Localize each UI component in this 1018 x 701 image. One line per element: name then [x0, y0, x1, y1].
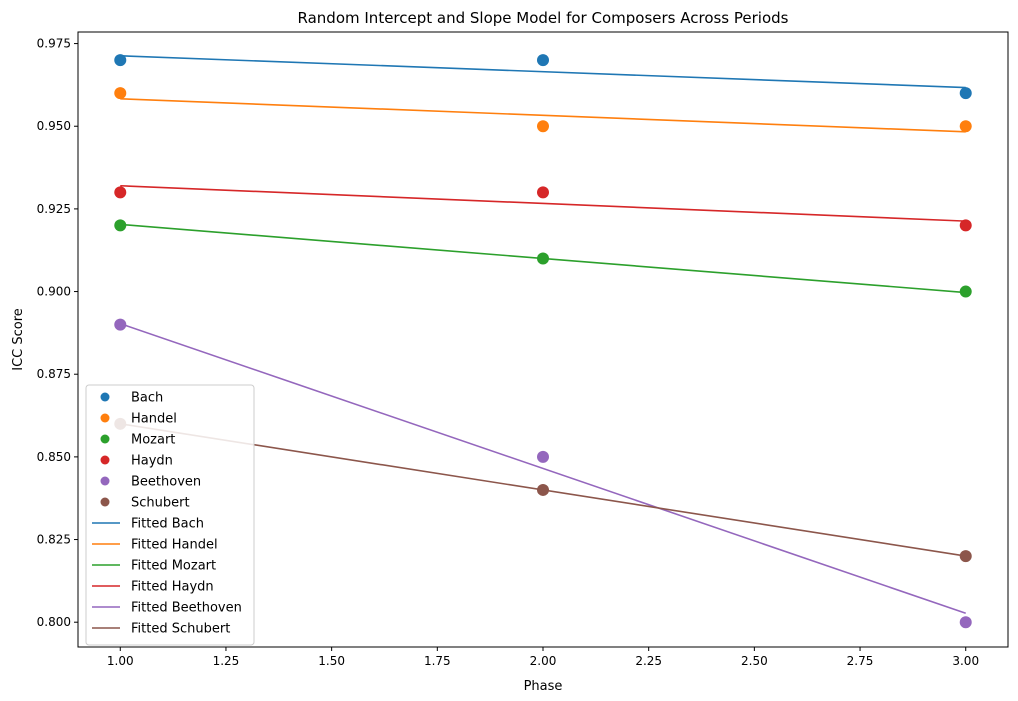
legend-label: Haydn	[131, 454, 173, 469]
fitted-line-bach	[120, 55, 966, 89]
legend: Bach Handel Mozart Haydn Beethoven Schubert Fi…	[85, 384, 255, 646]
plot-area	[77, 31, 1009, 648]
legend-marker-haydn	[100, 455, 110, 465]
data-point-beethoven	[537, 450, 549, 463]
y-tick-label: 0.925	[37, 202, 71, 216]
y-tick-label: 0.800	[37, 615, 71, 629]
data-point-handel	[537, 120, 549, 133]
legend-box	[85, 384, 255, 646]
legend-label: Schubert	[131, 496, 190, 511]
y-tick-label: 0.850	[37, 450, 71, 464]
x-tick-label: 1.00	[107, 654, 134, 668]
legend-label: Fitted Haydn	[131, 580, 214, 595]
chart-title: Random Intercept and Slope Model for Com…	[298, 9, 789, 27]
legend-label: Beethoven	[131, 475, 201, 490]
fitted-line-handel	[120, 97, 966, 133]
y-tick-label: 0.950	[37, 119, 71, 133]
data-point-bach	[959, 87, 972, 100]
legend-label: Handel	[131, 412, 177, 427]
data-point-haydn	[959, 219, 972, 232]
x-tick-label: 1.50	[318, 654, 345, 668]
legend-marker-bach	[100, 392, 110, 402]
legend-label: Fitted Beethoven	[131, 601, 242, 616]
fitted-line-haydn	[120, 184, 966, 222]
data-point-beethoven	[114, 318, 127, 331]
legend-label: Mozart	[131, 433, 175, 448]
data-point-handel	[959, 120, 972, 133]
y-tick-label: 0.875	[37, 367, 71, 381]
y-axis: 0.800 0.825 0.850 0.875 0.900 0.925 0.950 0.975	[37, 37, 78, 629]
x-tick-label: 2.25	[635, 654, 662, 668]
legend-marker-handel	[100, 413, 110, 423]
y-tick-label: 0.825	[37, 533, 71, 547]
x-axis: 1.00 1.25 1.50 1.75 2.00 2.25 2.50 2.75 3.00	[107, 647, 979, 668]
legend-marker-mozart	[100, 434, 110, 444]
y-axis-label: ICC Score	[11, 308, 26, 371]
x-tick-label: 1.75	[424, 654, 451, 668]
x-tick-label: 2.50	[741, 654, 768, 668]
legend-label: Fitted Mozart	[131, 559, 216, 574]
x-tick-label: 2.75	[847, 654, 874, 668]
x-axis-label: Phase	[524, 679, 563, 694]
x-tick-label: 2.00	[530, 654, 557, 668]
data-point-haydn	[114, 186, 127, 199]
data-point-schubert	[959, 550, 972, 563]
legend-marker-beethoven	[100, 476, 110, 486]
data-point-haydn	[537, 186, 549, 199]
legend-label: Fitted Schubert	[131, 622, 230, 637]
legend-label: Bach	[131, 391, 163, 406]
legend-label: Fitted Bach	[131, 517, 204, 532]
data-point-beethoven	[959, 616, 972, 629]
y-tick-label: 0.975	[37, 37, 71, 51]
legend-label: Fitted Handel	[131, 538, 218, 553]
fitted-line-beethoven	[120, 322, 966, 615]
data-point-bach	[114, 54, 127, 67]
x-tick-label: 3.00	[952, 654, 979, 668]
y-tick-label: 0.900	[37, 285, 71, 299]
data-point-mozart	[114, 219, 127, 232]
data-point-mozart	[959, 285, 972, 298]
data-point-schubert	[537, 483, 549, 496]
legend-marker-schubert	[100, 497, 110, 507]
x-tick-label: 1.25	[213, 654, 240, 668]
data-point-bach	[537, 54, 549, 67]
data-point-handel	[114, 87, 127, 100]
data-point-mozart	[537, 252, 549, 265]
